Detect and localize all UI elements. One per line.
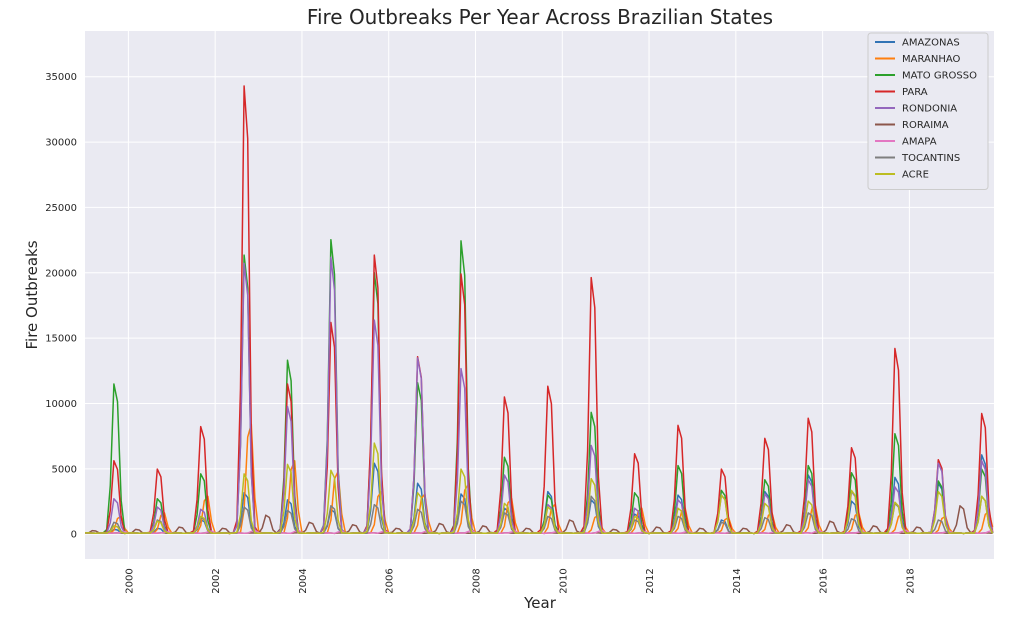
x-ticks: 2000 2002 2004 2006 2008 2010 2012 2014 2016 2018	[124, 568, 916, 593]
x-axis-label: Year	[523, 594, 557, 612]
legend-label: RORAIMA	[902, 120, 949, 131]
chart-title: Fire Outbreaks Per Year Across Brazilian…	[307, 5, 773, 29]
y-axis-label: Fire Outbreaks	[23, 240, 41, 349]
legend-label: ACRE	[902, 170, 929, 181]
legend: AMAZONAS MARANHAO MATO GROSSO PARA RONDONIA R…	[867, 32, 989, 190]
y-tick-label: 35000	[45, 72, 77, 83]
x-tick-label: 2002	[211, 568, 222, 593]
y-tick-label: 20000	[45, 268, 77, 279]
x-tick-label: 2016	[819, 568, 830, 593]
x-tick-label: 2014	[732, 568, 743, 593]
x-tick-label: 2000	[124, 568, 135, 593]
series-lines	[85, 85, 994, 535]
legend-label: TOCANTINS	[901, 153, 960, 164]
y-tick-label: 25000	[45, 203, 77, 214]
y-tick-label: 0	[71, 530, 77, 541]
series-line-acre	[85, 442, 994, 535]
legend-label: PARA	[902, 87, 928, 98]
legend-label: MARANHAO	[902, 54, 961, 65]
y-tick-label: 10000	[45, 399, 77, 410]
legend-label: AMAPA	[902, 137, 937, 148]
x-tick-label: 2008	[472, 568, 483, 593]
x-tick-label: 2004	[298, 568, 309, 593]
x-tick-label: 2018	[905, 568, 916, 593]
legend-label: RONDONIA	[902, 104, 957, 115]
grid	[85, 31, 994, 559]
plot-background	[85, 31, 994, 559]
y-tick-label: 5000	[52, 464, 77, 475]
y-tick-label: 15000	[45, 334, 77, 345]
legend-label: AMAZONAS	[902, 38, 960, 49]
x-tick-label: 2012	[645, 568, 656, 593]
legend-label: MATO GROSSO	[902, 71, 977, 82]
legend-box	[867, 32, 989, 190]
x-tick-label: 2006	[385, 568, 396, 593]
y-tick-label: 30000	[45, 138, 77, 149]
x-tick-label: 2010	[558, 568, 569, 593]
y-ticks: 0 5000 10000 15000 20000 25000 30000 35000	[45, 72, 77, 540]
